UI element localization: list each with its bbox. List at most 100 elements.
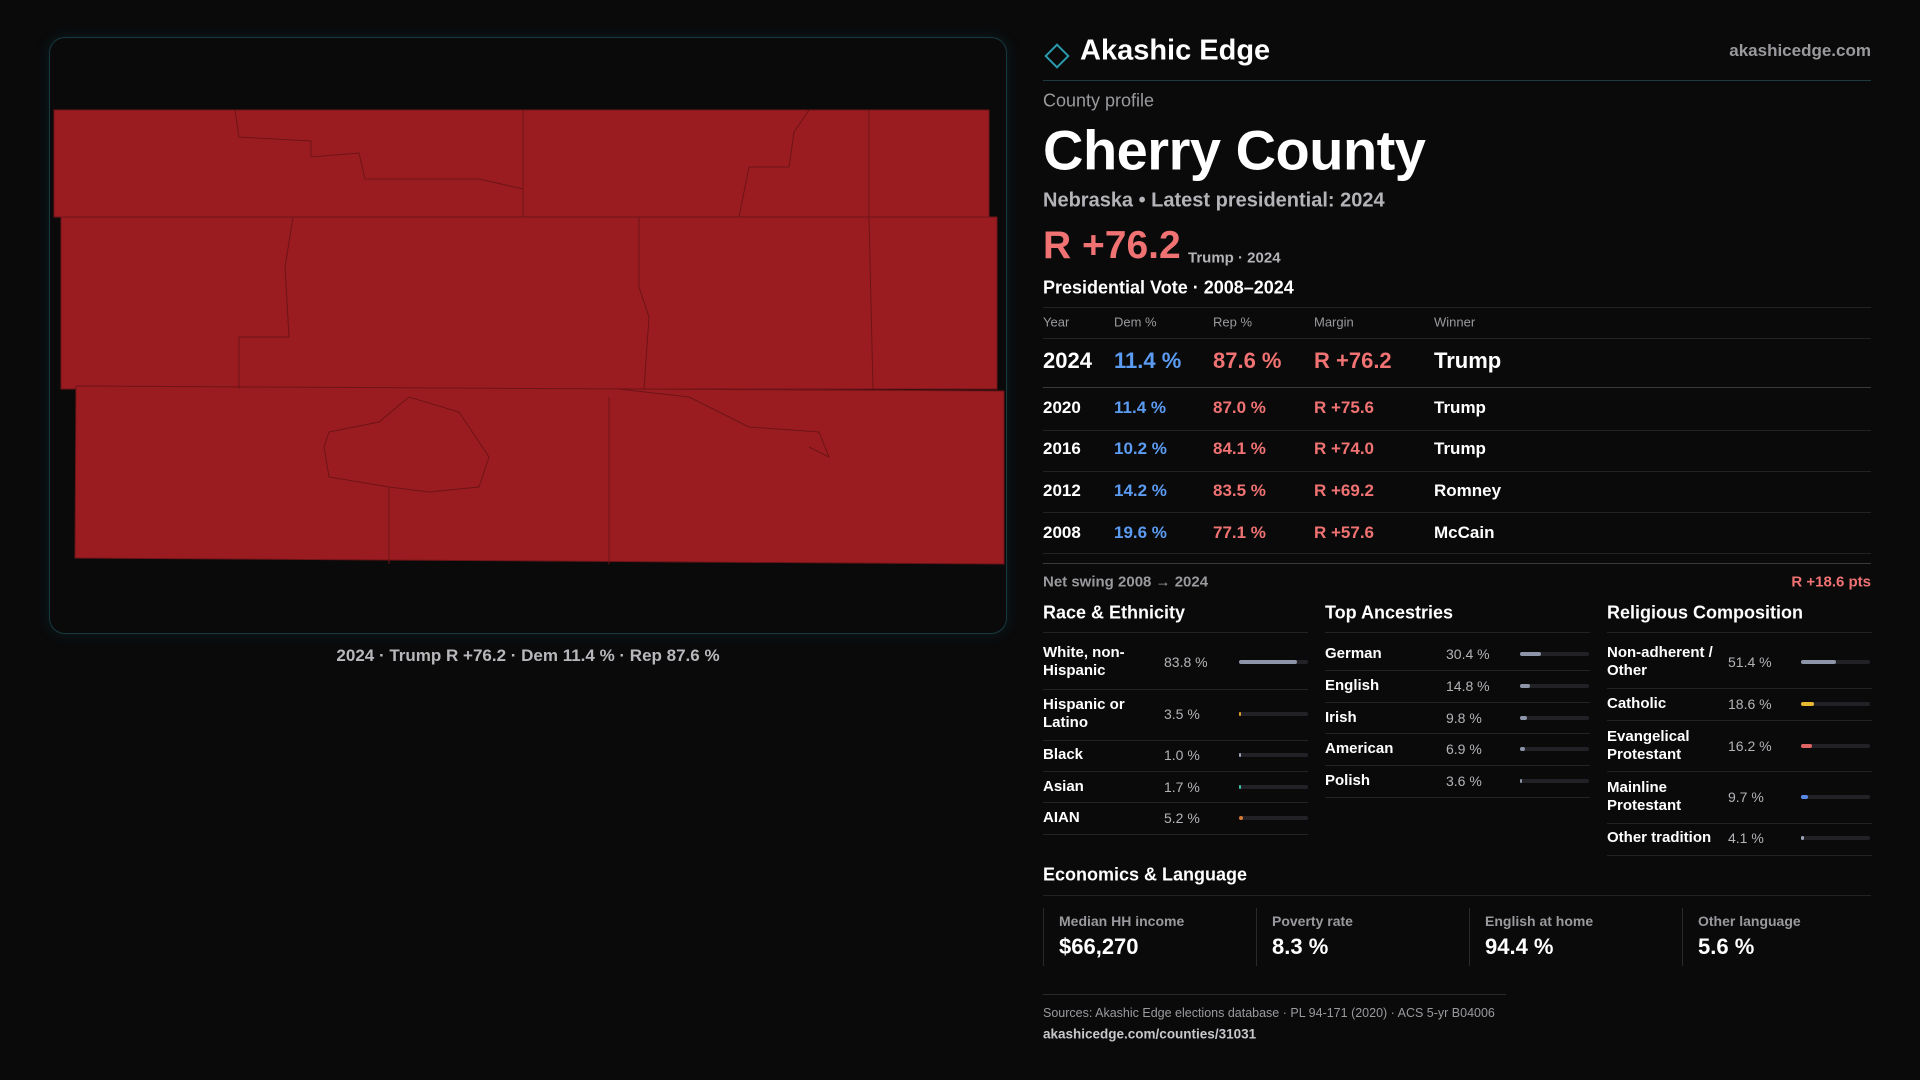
divider xyxy=(1325,797,1590,798)
divider xyxy=(1325,733,1590,734)
table-cell: 11.4 % xyxy=(1114,348,1182,373)
divider xyxy=(1607,855,1872,856)
divider xyxy=(1043,80,1871,81)
table-cell: 87.6 % xyxy=(1213,348,1282,373)
map-caption: 2024 · Trump R +76.2 · Dem 11.4 % · Rep … xyxy=(336,646,720,665)
table-cell: R +69.2 xyxy=(1314,481,1375,500)
row-label: Evangelical Protestant xyxy=(1607,728,1690,763)
divider xyxy=(1325,632,1590,633)
table-cell: R +75.6 xyxy=(1314,398,1375,417)
bar xyxy=(1239,816,1243,820)
bar-track xyxy=(1801,702,1870,706)
row-value: 16.2 % xyxy=(1728,738,1772,754)
table-cell: 84.1 % xyxy=(1213,439,1266,458)
bar xyxy=(1520,779,1523,783)
divider xyxy=(1607,720,1872,721)
row-value: 1.0 % xyxy=(1164,747,1200,763)
cell-divider xyxy=(1256,908,1257,966)
stat-label: Median HH income xyxy=(1059,913,1185,929)
divider xyxy=(1607,771,1872,772)
bar-track xyxy=(1239,816,1308,820)
table-cell: R +74.0 xyxy=(1314,439,1375,458)
table-cell: 10.2 % xyxy=(1114,439,1167,458)
column-header: Margin xyxy=(1314,314,1354,330)
table-cell: Romney xyxy=(1434,481,1502,500)
table-cell: Trump xyxy=(1434,439,1486,458)
bar xyxy=(1801,702,1814,706)
table-cell: 2024 xyxy=(1043,348,1092,373)
map-panel xyxy=(49,37,1007,634)
bar-track xyxy=(1239,785,1308,789)
row-value: 9.8 % xyxy=(1446,710,1482,726)
bar-track xyxy=(1239,712,1308,716)
row-label: English xyxy=(1325,677,1380,694)
divider xyxy=(1043,771,1308,772)
row-value: 6.9 % xyxy=(1446,741,1482,757)
sources: Sources: Akashic Edge elections database… xyxy=(1043,1006,1495,1020)
column-header: Rep % xyxy=(1213,314,1253,330)
row-value: 9.7 % xyxy=(1728,789,1764,805)
divider xyxy=(1043,307,1871,308)
divider xyxy=(1325,670,1590,671)
table-cell: McCain xyxy=(1434,523,1495,542)
divider xyxy=(1043,553,1871,554)
divider xyxy=(1043,632,1308,633)
row-value: 83.8 % xyxy=(1164,654,1208,670)
cell-divider xyxy=(1469,908,1470,966)
row-label: Mainline Protestant xyxy=(1607,779,1682,814)
subtitle: Nebraska • Latest presidential: 2024 xyxy=(1043,189,1385,212)
stat-label: Poverty rate xyxy=(1272,913,1353,929)
divider xyxy=(1325,702,1590,703)
bar xyxy=(1520,747,1525,751)
headline-margin: R +76.2 xyxy=(1043,224,1181,267)
bar-track xyxy=(1520,716,1589,720)
cell-divider xyxy=(1043,908,1044,966)
bar xyxy=(1801,836,1804,840)
row-label: Non-adherent / Other xyxy=(1607,644,1713,679)
section-title: Religious Composition xyxy=(1607,602,1803,623)
table-cell: 11.4 % xyxy=(1114,398,1166,417)
divider xyxy=(1043,387,1871,388)
divider xyxy=(1607,688,1872,689)
column-header: Dem % xyxy=(1114,314,1157,330)
bar xyxy=(1239,753,1241,757)
row-label: Irish xyxy=(1325,709,1357,726)
kicker: County profile xyxy=(1043,90,1155,111)
site-link: akashicedge.com xyxy=(1729,41,1871,60)
row-value: 3.6 % xyxy=(1446,773,1482,789)
row-label: Hispanic or Latino xyxy=(1043,696,1125,731)
divider xyxy=(1043,471,1871,472)
county-map xyxy=(53,109,1005,565)
row-label: White, non-Hispanic xyxy=(1043,644,1125,679)
section-title: Race & Ethnicity xyxy=(1043,602,1186,623)
bar xyxy=(1520,684,1531,688)
row-value: 5.2 % xyxy=(1164,810,1200,826)
table-cell: R +76.2 xyxy=(1314,348,1392,373)
table-cell: 19.6 % xyxy=(1114,523,1167,542)
swing-value: R +18.6 pts xyxy=(1791,573,1871,591)
table-cell: 2016 xyxy=(1043,439,1081,458)
row-value: 14.8 % xyxy=(1446,678,1490,694)
source-url: akashicedge.com/counties/31031 xyxy=(1043,1026,1257,1042)
divider xyxy=(1607,823,1872,824)
bar xyxy=(1520,652,1541,656)
row-label: American xyxy=(1325,740,1394,757)
bar-track xyxy=(1520,779,1589,783)
row-label: German xyxy=(1325,645,1382,662)
bar-track xyxy=(1801,836,1870,840)
divider xyxy=(1043,740,1308,741)
county-name: Cherry County xyxy=(1043,118,1426,182)
stat-value: 8.3 % xyxy=(1272,934,1329,959)
row-value: 30.4 % xyxy=(1446,646,1490,662)
row-label: Polish xyxy=(1325,772,1371,789)
table-cell: 77.1 % xyxy=(1213,523,1266,542)
row-value: 1.7 % xyxy=(1164,779,1200,795)
brand-icon xyxy=(1044,43,1070,69)
divider xyxy=(1607,632,1872,633)
row-value: 3.5 % xyxy=(1164,706,1200,722)
table-cell: 14.2 % xyxy=(1114,481,1167,500)
divider xyxy=(1043,802,1308,803)
bar xyxy=(1239,660,1297,664)
headline-note: Trump · 2024 xyxy=(1188,249,1281,267)
section-title: Economics & Language xyxy=(1043,864,1248,885)
